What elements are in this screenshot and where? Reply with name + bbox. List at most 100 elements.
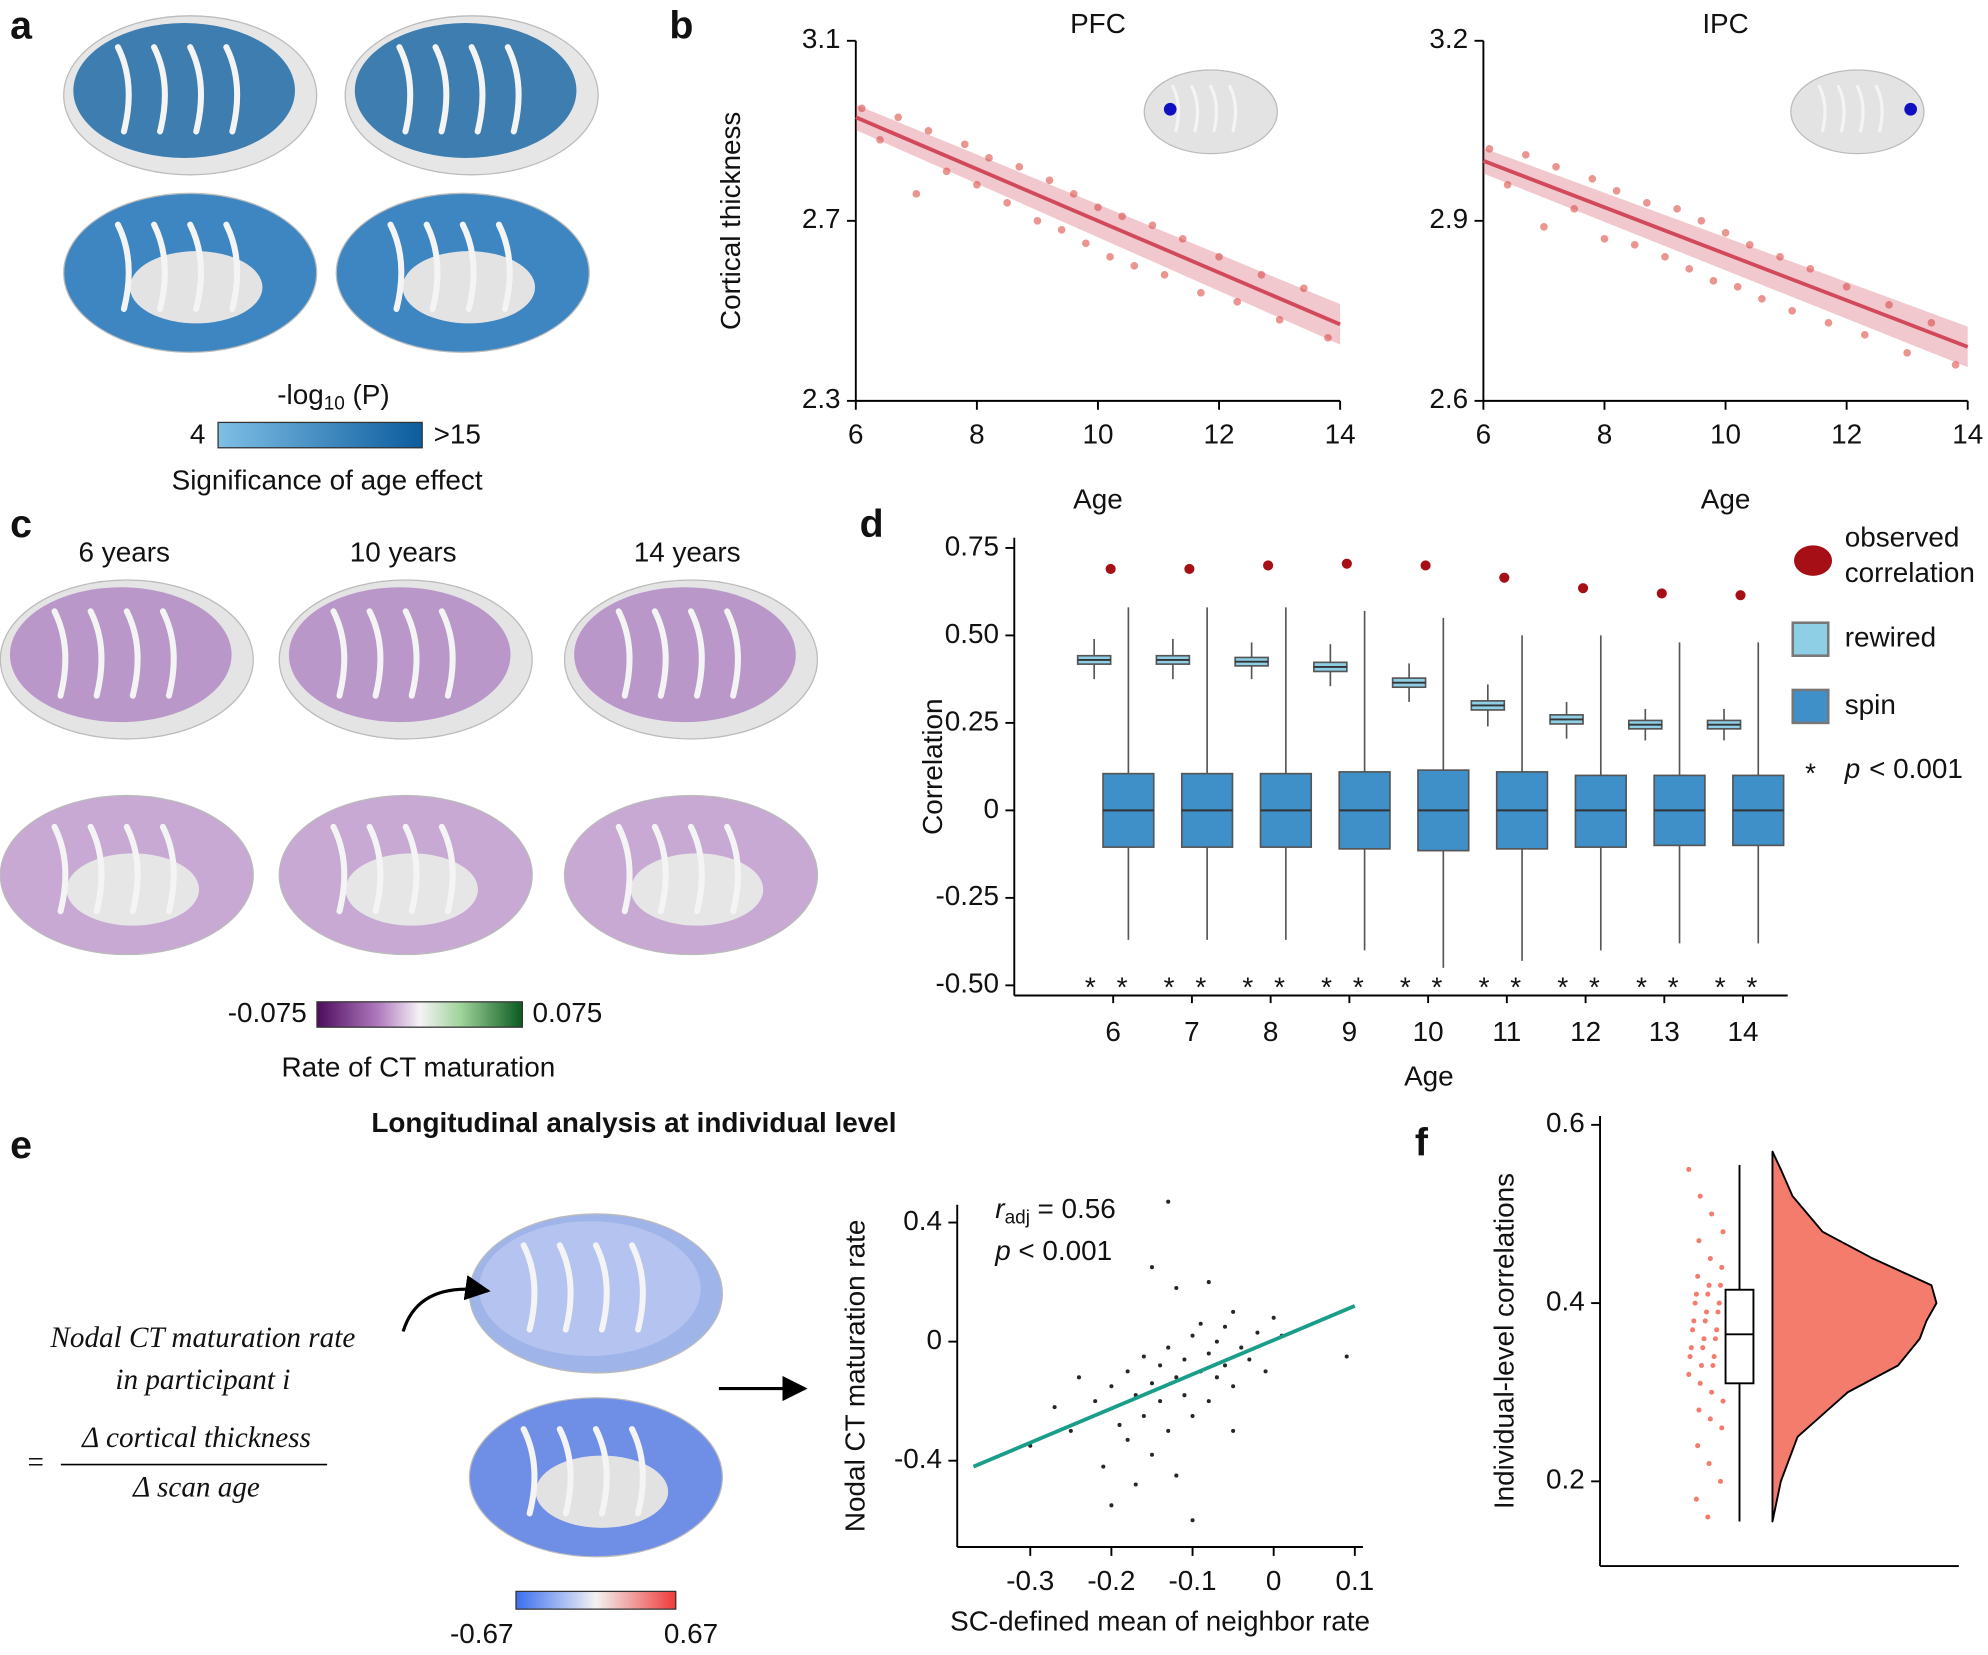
sulcus — [504, 44, 522, 135]
brain — [1143, 69, 1278, 155]
x-tick-label: 14 — [1952, 419, 1983, 450]
y-tick-label: -0.4 — [894, 1443, 942, 1474]
x-axis-label: Age — [1073, 483, 1123, 514]
point — [1710, 1362, 1716, 1369]
significance-star: * — [1668, 972, 1679, 1003]
colorbar — [316, 1001, 523, 1028]
point — [1715, 1309, 1721, 1315]
x-tick-label: -0.1 — [1169, 1565, 1217, 1596]
y-tick-label: 0.4 — [903, 1205, 942, 1236]
text: (P) — [352, 379, 389, 410]
y-tick-label: 0.25 — [945, 705, 999, 736]
age-label: 6 years — [79, 537, 170, 568]
point — [1540, 223, 1548, 231]
point — [1174, 1375, 1179, 1380]
point — [1485, 145, 1494, 153]
point — [1717, 1478, 1724, 1484]
x-tick-label: 6 — [1105, 1016, 1121, 1047]
point — [1271, 1315, 1276, 1320]
sulcus — [556, 1242, 574, 1333]
text: adj — [1005, 1208, 1030, 1229]
point — [1696, 1407, 1702, 1413]
point — [1231, 1428, 1236, 1433]
x-tick-label: 14 — [1728, 1016, 1759, 1047]
y-tick-label: 2.7 — [802, 203, 841, 234]
x-tick-label: 0.1 — [1335, 1565, 1374, 1596]
point — [1693, 1496, 1699, 1502]
point — [1709, 1389, 1715, 1395]
sulcus — [396, 44, 414, 135]
fit-line — [1482, 159, 1969, 349]
formula-text: in participant i — [115, 1364, 290, 1396]
x-axis-label: Age — [1701, 483, 1751, 514]
y-tick-label: 2.9 — [1429, 203, 1468, 234]
significance-star: * — [1557, 972, 1568, 1003]
point — [1190, 1518, 1195, 1523]
point — [1860, 331, 1869, 339]
x-tick-label: 7 — [1184, 1016, 1200, 1047]
legend-label: correlation — [1845, 557, 1975, 588]
point — [924, 127, 933, 135]
point — [1692, 1300, 1698, 1306]
point — [1149, 1265, 1155, 1270]
x-tick-label: 11 — [1492, 1016, 1521, 1047]
x-tick-label: 12 — [1204, 419, 1235, 450]
point — [1733, 283, 1742, 291]
colorbar — [515, 1590, 677, 1610]
point — [1231, 1309, 1236, 1314]
point — [973, 181, 981, 189]
point — [1696, 1238, 1702, 1244]
point — [1686, 1166, 1692, 1172]
point — [1093, 1399, 1098, 1404]
point — [1824, 319, 1833, 327]
sulcus — [629, 1426, 646, 1517]
significance-star: * — [1242, 972, 1253, 1003]
point — [1698, 1362, 1704, 1369]
sulcus — [1209, 84, 1219, 133]
sulcus — [724, 608, 741, 699]
x-tick-label: -0.3 — [1006, 1565, 1054, 1596]
sulcus — [1855, 84, 1865, 133]
point — [1198, 1321, 1203, 1326]
point — [1094, 203, 1102, 212]
sulcus — [1228, 84, 1238, 133]
legend-label: rewired — [1845, 622, 1936, 653]
point — [1720, 1398, 1726, 1404]
significance-star: * — [1117, 972, 1128, 1003]
sulcus — [402, 823, 420, 915]
brain-core — [129, 251, 263, 324]
point — [1661, 253, 1669, 261]
point — [1068, 1428, 1073, 1433]
observed-point — [1420, 560, 1431, 571]
legend-label: p < 0.001 — [1844, 753, 1963, 784]
annotation: radj = 0.56 — [995, 1193, 1116, 1228]
legend-marker — [1794, 545, 1833, 576]
sulcus — [366, 608, 384, 699]
sulcus — [724, 823, 741, 915]
point — [1166, 1199, 1171, 1204]
y-tick-label: 0.75 — [945, 530, 999, 561]
sulcus — [87, 608, 105, 699]
y-tick-label: 3.2 — [1429, 23, 1468, 54]
point — [1709, 1211, 1715, 1217]
point — [1125, 1369, 1130, 1374]
y-axis-label: Nodal CT maturation rate — [839, 1220, 870, 1532]
sulcus — [651, 823, 669, 915]
x-tick-label: 12 — [1570, 1016, 1601, 1047]
sulcus — [87, 823, 105, 915]
significance-star: * — [1195, 972, 1206, 1003]
point — [1706, 1460, 1712, 1467]
point — [1182, 1357, 1187, 1362]
point — [1141, 1414, 1146, 1419]
brain-core — [345, 853, 478, 926]
point — [960, 140, 969, 149]
formula-numerator: Δ cortical thickness — [81, 1422, 311, 1454]
point — [1206, 1351, 1211, 1356]
y-tick-label: -0.50 — [936, 968, 1000, 999]
sulcus — [495, 221, 513, 312]
significance-star: * — [1353, 972, 1364, 1003]
sulcus — [330, 823, 348, 915]
significance-star: * — [1510, 972, 1521, 1003]
point — [1707, 1256, 1713, 1262]
